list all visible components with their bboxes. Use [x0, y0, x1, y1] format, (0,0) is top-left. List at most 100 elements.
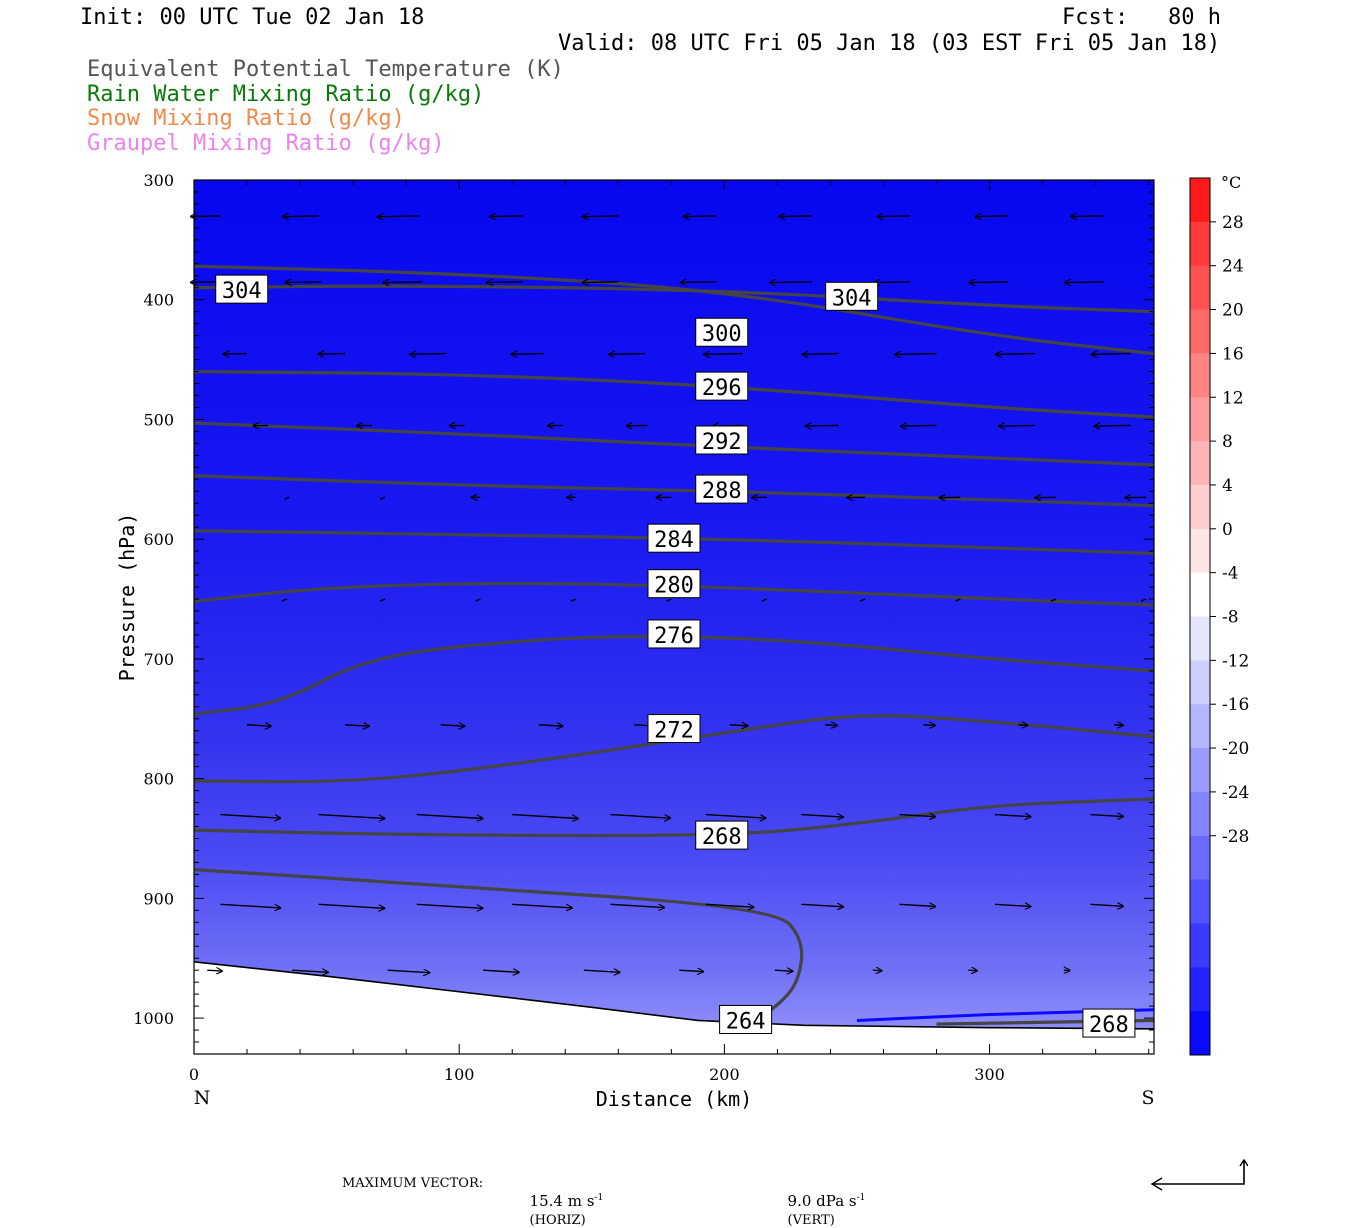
- colorbar-swatch: [1190, 792, 1210, 836]
- wind-vector: [873, 970, 882, 971]
- wind-vector: [779, 216, 812, 217]
- wind-vector: [207, 970, 222, 971]
- colorbar-tick-label: -8: [1222, 608, 1239, 628]
- x-tick-label: 0: [189, 1065, 199, 1084]
- colorbar-tick-label: 20: [1222, 301, 1244, 321]
- temperature-shading: [194, 180, 1154, 1054]
- x-tick-label: 200: [709, 1065, 740, 1084]
- colorbar-tick-label: 24: [1222, 257, 1244, 277]
- wind-vector: [383, 282, 422, 283]
- wind-vector: [1071, 216, 1104, 217]
- colorbar-tick-label: 0: [1222, 520, 1233, 540]
- colorbar-tick-label: 4: [1222, 476, 1233, 496]
- wind-vector: [968, 970, 977, 971]
- reference-vector-icon: [1148, 1158, 1248, 1194]
- contour-label: 296: [702, 376, 742, 401]
- wind-vector: [1114, 725, 1123, 726]
- contour-label: 300: [702, 322, 742, 347]
- x-axis-label: Distance (km): [596, 1087, 753, 1111]
- wind-vector: [487, 282, 523, 283]
- colorbar-swatch: [1190, 441, 1210, 485]
- x-tick-label: 100: [444, 1065, 475, 1084]
- wind-vector: [802, 354, 838, 355]
- wind-vector: [969, 282, 1008, 283]
- colorbar-swatch: [1190, 485, 1210, 529]
- colorbar-tick-label: 28: [1222, 213, 1244, 233]
- wind-vector: [1065, 282, 1104, 283]
- colorbar-tick-label: -24: [1222, 783, 1249, 803]
- wind-vector: [975, 216, 1008, 217]
- wind-vector: [582, 282, 618, 283]
- colorbar-swatch: [1190, 353, 1210, 397]
- y-tick-label: 300: [143, 171, 174, 190]
- wind-vector: [1091, 354, 1130, 355]
- x-end-label-north: N: [194, 1087, 211, 1109]
- colorbar-swatch: [1190, 397, 1210, 441]
- wind-vector: [318, 354, 345, 355]
- wind-vector: [1094, 425, 1130, 426]
- contour-label: 268: [1089, 1013, 1129, 1038]
- wind-vector: [999, 425, 1035, 426]
- wind-vector: [680, 282, 716, 283]
- colorbar-swatch: [1190, 1011, 1210, 1055]
- colorbar-swatch: [1190, 660, 1210, 704]
- wind-vector: [770, 282, 812, 283]
- colorbar-swatch: [1190, 529, 1210, 573]
- contour-label: 280: [654, 574, 694, 599]
- contour-label: 264: [726, 1009, 766, 1034]
- colorbar-tick-label: -16: [1222, 695, 1249, 715]
- colorbar-tick-label: 8: [1222, 432, 1233, 452]
- wind-vector: [996, 354, 1035, 355]
- wind-vector: [805, 425, 838, 426]
- contour-label: 304: [222, 279, 262, 304]
- wind-vector: [825, 725, 837, 726]
- y-tick-label: 800: [143, 770, 174, 789]
- colorbar-tick-label: -28: [1222, 827, 1249, 847]
- y-tick-label: 1000: [133, 1009, 174, 1028]
- wind-vector: [874, 282, 910, 283]
- y-tick-label: 500: [143, 410, 174, 429]
- wind-vector: [923, 725, 935, 726]
- colorbar-tick-label: 12: [1222, 388, 1244, 408]
- x-tick-label: 300: [974, 1065, 1005, 1084]
- colorbar-swatch: [1190, 310, 1210, 354]
- colorbar-swatch: [1190, 178, 1210, 222]
- wind-vector: [377, 216, 419, 217]
- max-vector-label: MAXIMUM VECTOR:: [342, 1176, 483, 1191]
- colorbar-swatch: [1190, 222, 1210, 266]
- wind-vector: [704, 354, 743, 355]
- colorbar-swatch: [1190, 704, 1210, 748]
- wind-vector: [877, 216, 910, 217]
- colorbar-swatch: [1190, 573, 1210, 617]
- contour-label: 292: [702, 430, 742, 455]
- contour-label: 268: [702, 825, 742, 850]
- colorbar-swatch: [1190, 923, 1210, 967]
- contour-label: 304: [832, 286, 872, 311]
- colorbar-swatch: [1190, 748, 1210, 792]
- colorbar-tick-label: -12: [1222, 651, 1249, 671]
- contour-label: 276: [654, 624, 694, 649]
- colorbar-swatch: [1190, 617, 1210, 661]
- y-tick-label: 400: [143, 291, 174, 310]
- max-vector-horiz: 15.4 m s-1 (HORIZ): [520, 1174, 603, 1228]
- wind-vector: [1019, 725, 1028, 726]
- contour-label: 288: [702, 479, 742, 504]
- colorbar-swatch: [1190, 967, 1210, 1011]
- wind-vector: [895, 354, 937, 355]
- y-axis-label: Pressure (hPa): [115, 513, 139, 682]
- colorbar-tick-label: -4: [1222, 564, 1239, 584]
- colorbar-swatch: [1190, 266, 1210, 310]
- contour-label: 284: [654, 528, 694, 553]
- y-tick-label: 600: [143, 530, 174, 549]
- colorbar-swatch: [1190, 880, 1210, 924]
- contour-label: 272: [654, 719, 694, 744]
- wind-vector: [283, 216, 319, 217]
- y-tick-label: 900: [143, 889, 174, 908]
- max-vector-vert: 9.0 dPa s-1 (VERT): [778, 1174, 865, 1228]
- wind-vector: [683, 216, 716, 217]
- colorbar-swatch: [1190, 836, 1210, 880]
- wind-vector: [901, 425, 937, 426]
- wind-vector: [410, 354, 446, 355]
- wind-vector: [582, 216, 618, 217]
